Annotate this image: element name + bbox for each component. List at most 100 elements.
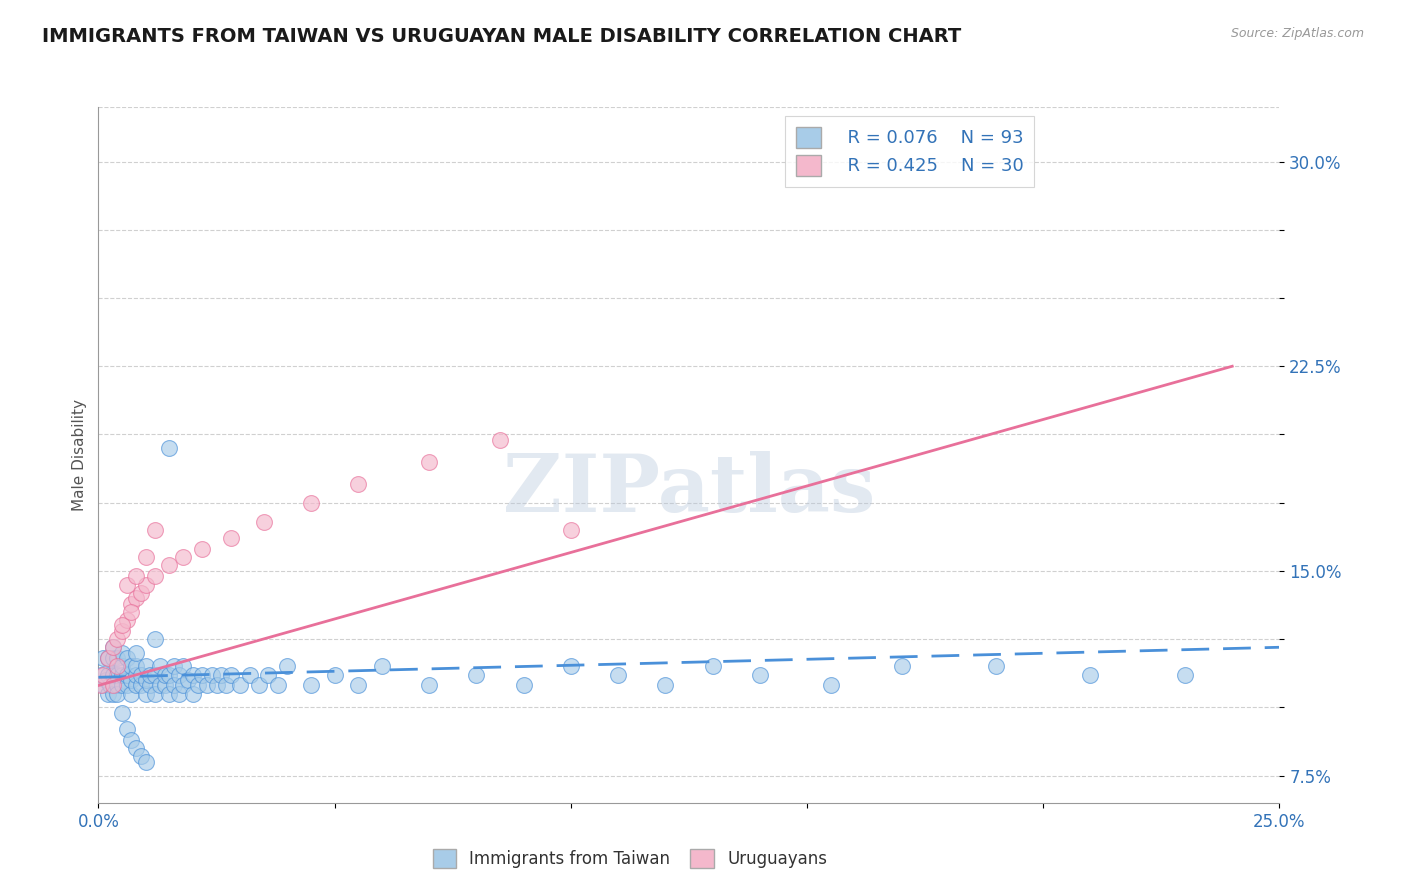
Point [125, 569, 148, 583]
Point [91, 651, 114, 665]
Point [101, 667, 124, 681]
Point [153, 678, 176, 692]
Point [111, 646, 134, 660]
Point [115, 577, 138, 591]
Point [347, 476, 370, 491]
Point [253, 515, 276, 529]
Point [267, 678, 290, 692]
Point [125, 678, 148, 692]
Point [139, 678, 162, 692]
Point [1174, 667, 1197, 681]
Point [135, 550, 157, 565]
Point [654, 678, 676, 692]
Point [195, 678, 218, 692]
Point [205, 678, 228, 692]
Point [135, 673, 157, 687]
Point [172, 678, 194, 692]
Point [149, 678, 172, 692]
Point [101, 651, 124, 665]
Point [111, 667, 134, 681]
Text: IMMIGRANTS FROM TAIWAN VS URUGUAYAN MALE DISABILITY CORRELATION CHART: IMMIGRANTS FROM TAIWAN VS URUGUAYAN MALE… [42, 27, 962, 45]
Point [418, 678, 440, 692]
Y-axis label: Male Disability: Male Disability [72, 399, 87, 511]
Point [101, 640, 124, 655]
Point [219, 531, 242, 545]
Point [181, 667, 204, 681]
Point [820, 678, 842, 692]
Point [125, 646, 148, 660]
Point [560, 523, 582, 537]
Point [149, 659, 172, 673]
Point [135, 687, 157, 701]
Point [371, 659, 394, 673]
Point [135, 659, 157, 673]
Point [105, 687, 128, 701]
Point [157, 667, 180, 681]
Point [91, 678, 114, 692]
Point [105, 678, 128, 692]
Point [105, 651, 128, 665]
Point [167, 667, 190, 681]
Point [98, 678, 121, 692]
Point [105, 667, 128, 681]
Point [121, 733, 143, 747]
Point [560, 659, 582, 673]
Point [418, 455, 440, 469]
Point [111, 624, 134, 638]
Point [105, 659, 128, 673]
Point [257, 667, 280, 681]
Point [111, 678, 134, 692]
Point [299, 678, 322, 692]
Point [97, 651, 120, 665]
Point [172, 659, 194, 673]
Point [201, 667, 224, 681]
Point [143, 667, 166, 681]
Point [111, 618, 134, 632]
Point [607, 667, 630, 681]
Point [105, 632, 128, 646]
Point [157, 558, 180, 573]
Point [347, 678, 370, 692]
Point [115, 722, 138, 736]
Point [129, 678, 152, 692]
Point [984, 659, 1007, 673]
Point [247, 678, 270, 692]
Point [299, 496, 322, 510]
Point [181, 687, 204, 701]
Point [172, 550, 194, 565]
Point [121, 659, 143, 673]
Point [115, 651, 138, 665]
Point [489, 433, 512, 447]
Point [125, 591, 148, 606]
Point [121, 673, 143, 687]
Text: Source: ZipAtlas.com: Source: ZipAtlas.com [1230, 27, 1364, 40]
Point [890, 659, 912, 673]
Point [153, 667, 176, 681]
Point [129, 585, 152, 599]
Point [94, 673, 117, 687]
Point [125, 659, 148, 673]
Point [121, 605, 143, 619]
Point [129, 749, 152, 764]
Point [121, 597, 143, 611]
Point [209, 667, 232, 681]
Point [276, 659, 298, 673]
Point [191, 542, 214, 557]
Point [177, 673, 200, 687]
Point [1080, 667, 1102, 681]
Point [111, 706, 134, 720]
Point [139, 667, 162, 681]
Point [167, 687, 190, 701]
Text: ZIPatlas: ZIPatlas [503, 450, 875, 529]
Point [115, 613, 138, 627]
Point [90, 678, 112, 692]
Point [90, 667, 112, 681]
Point [135, 577, 157, 591]
Point [157, 687, 180, 701]
Point [121, 687, 143, 701]
Point [191, 667, 214, 681]
Point [215, 678, 238, 692]
Point [163, 678, 186, 692]
Point [97, 687, 120, 701]
Point [143, 523, 166, 537]
